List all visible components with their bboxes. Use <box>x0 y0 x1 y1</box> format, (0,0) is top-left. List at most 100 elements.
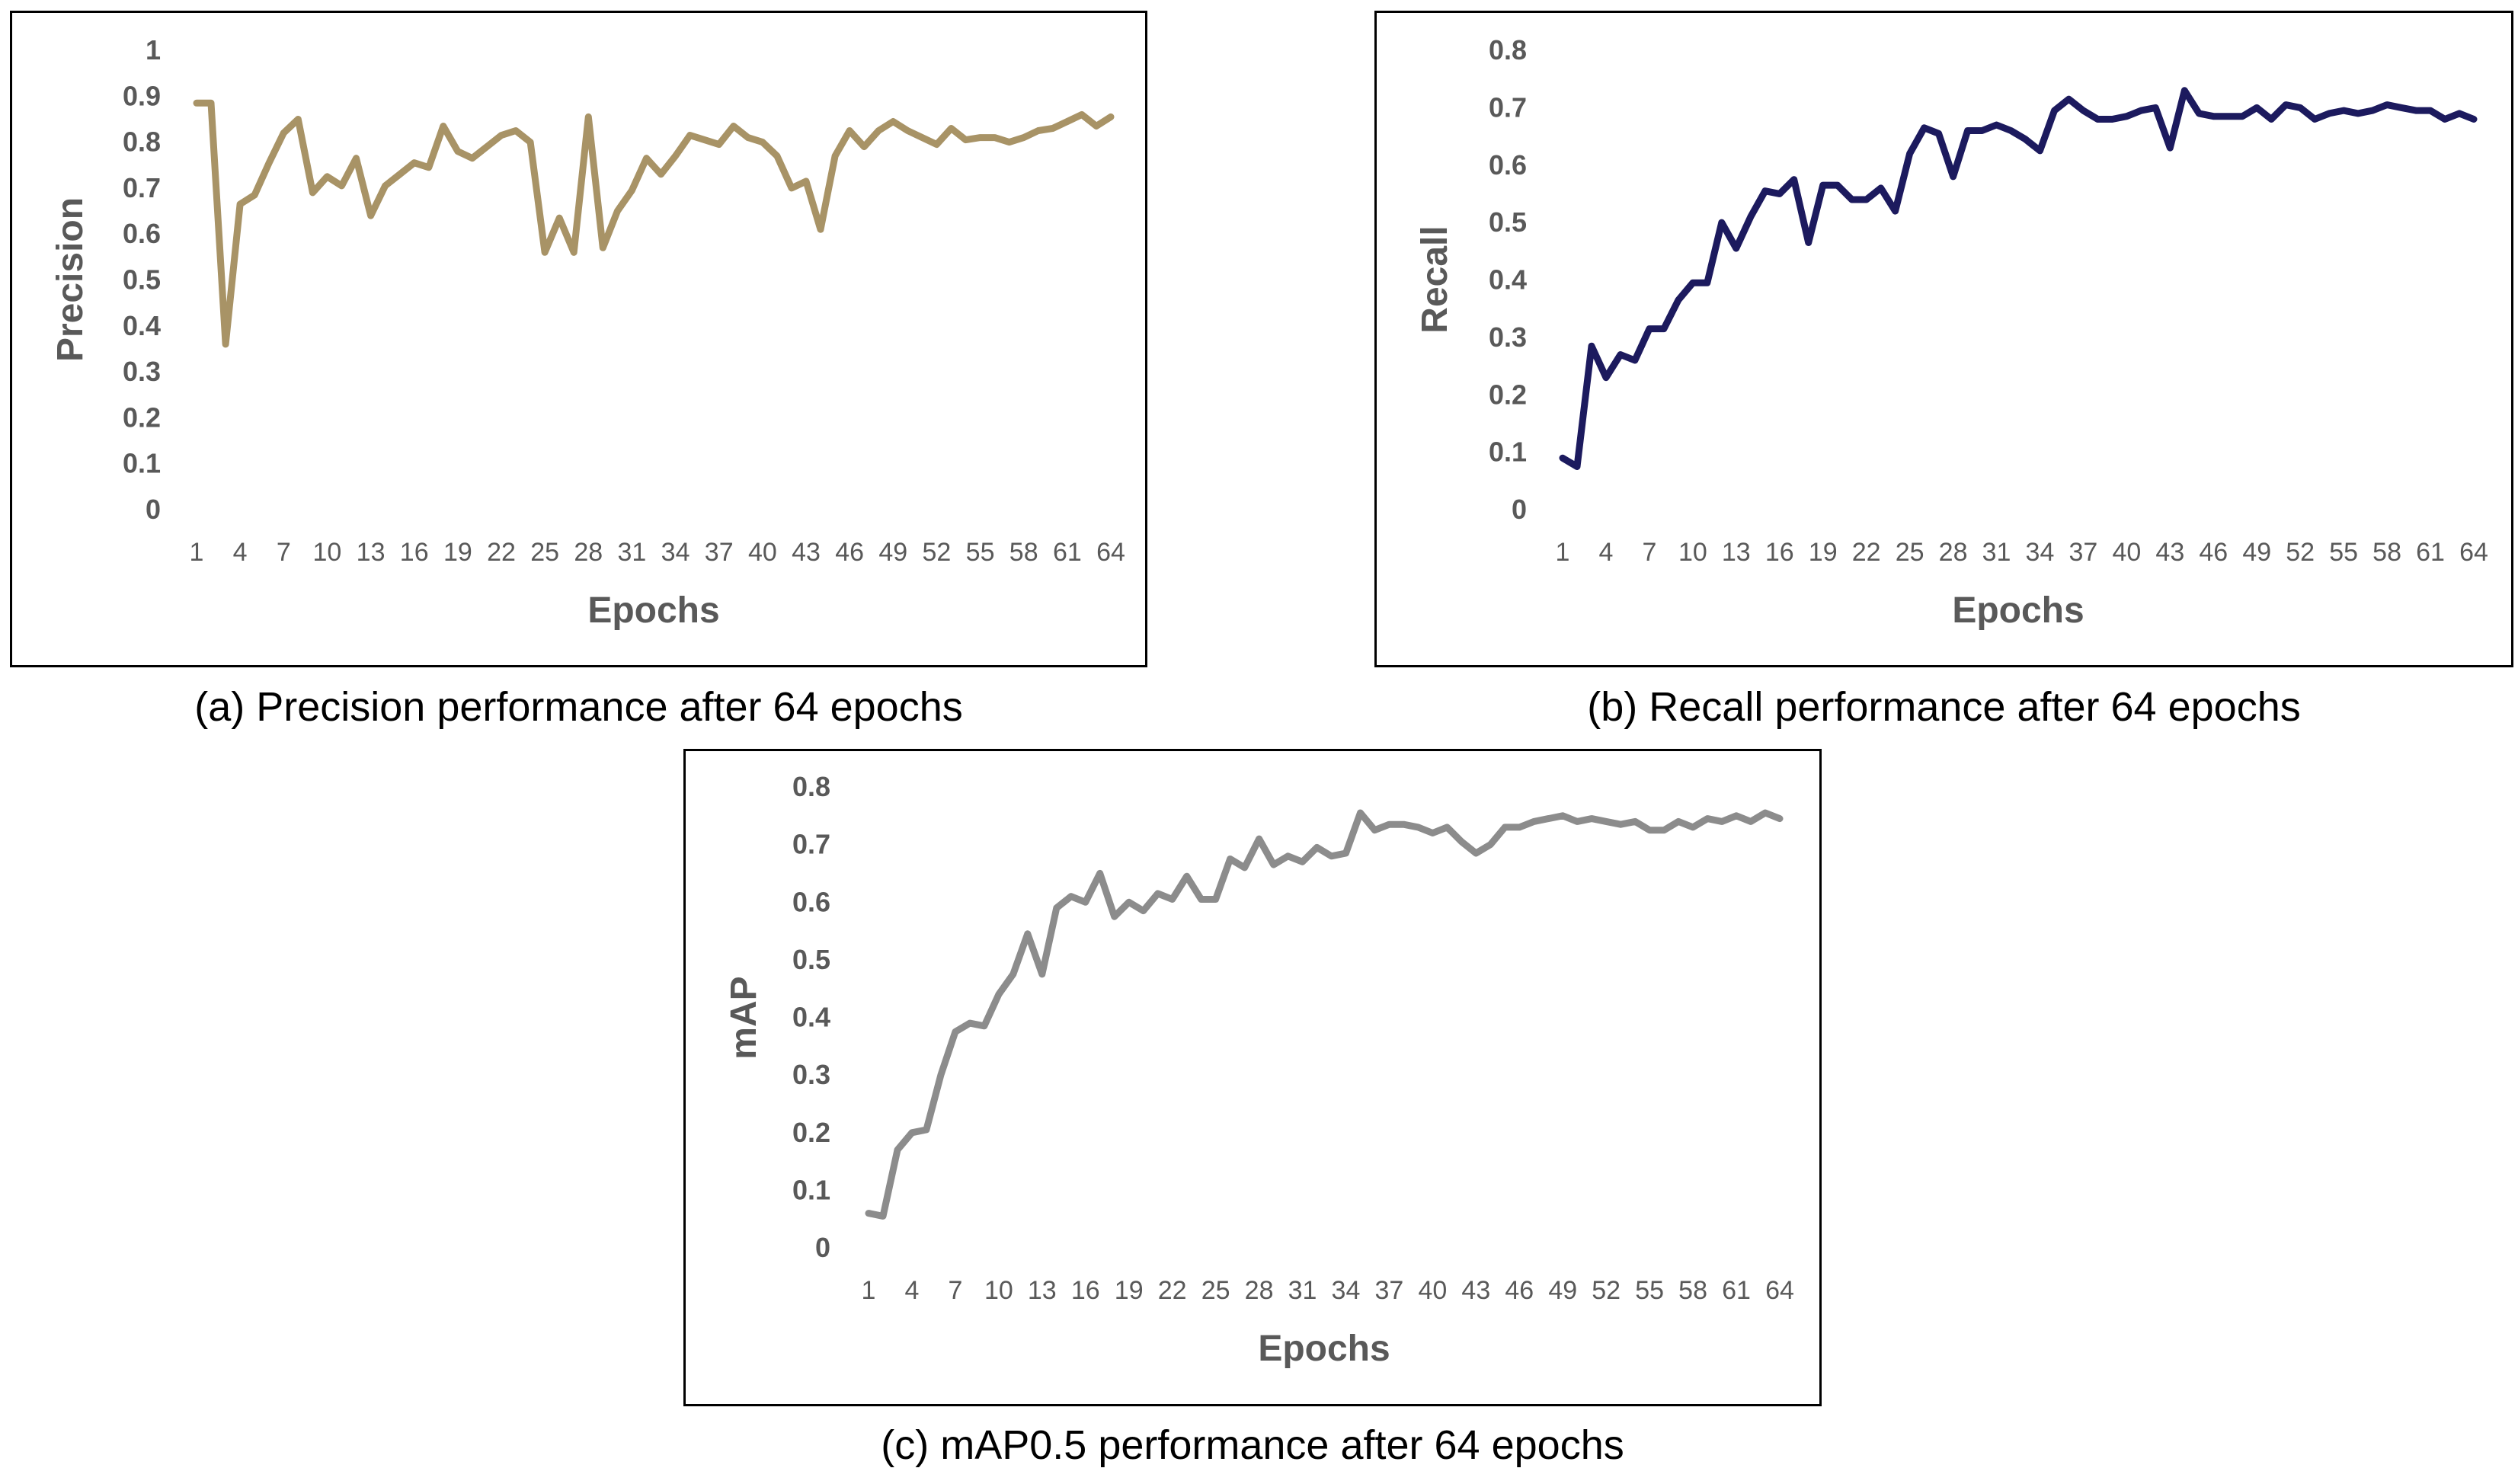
x-tick-label: 49 <box>1548 1276 1577 1305</box>
x-tick-label: 25 <box>1896 538 1924 567</box>
x-tick-label: 34 <box>1332 1276 1361 1305</box>
x-tick-label: 52 <box>2286 538 2315 567</box>
y-tick-label: 0.4 <box>1489 264 1527 296</box>
y-tick-label: 0.3 <box>123 356 161 387</box>
x-tick-label: 16 <box>1765 538 1794 567</box>
y-tick-label: 0.3 <box>1489 321 1527 353</box>
x-tick-label: 55 <box>2329 538 2358 567</box>
x-tick-label: 58 <box>1678 1276 1707 1305</box>
map-chart-panel: 0 0.1 0.2 0.3 0.4 0.5 0.6 0.7 0.8 1 4 7 10 13 16 19 22 25… <box>683 749 1822 1406</box>
x-tick-label: 13 <box>1722 538 1751 567</box>
map-chart: 0 0.1 0.2 0.3 0.4 0.5 0.6 0.7 0.8 1 4 7 10 13 16 19 22 25… <box>724 771 1794 1369</box>
y-tick-label: 0.6 <box>792 886 830 917</box>
x-tick-label: 46 <box>2199 538 2228 567</box>
x-tick-label: 31 <box>1982 538 2011 567</box>
x-tick-label: 22 <box>1852 538 1881 567</box>
x-axis-title: Epochs <box>1258 1329 1390 1369</box>
x-tick-label: 19 <box>1809 538 1838 567</box>
y-tick-label: 0.8 <box>1489 34 1527 66</box>
x-tick-label: 1 <box>862 1276 876 1305</box>
y-tick-label: 0.3 <box>792 1059 830 1090</box>
recall-caption: (b) Recall performance after 64 epochs <box>1587 684 2301 730</box>
y-axis-title: Precision <box>50 197 91 362</box>
y-tick-label: 0 <box>1512 494 1527 525</box>
x-tick-label: 10 <box>1678 538 1707 567</box>
x-tick-label: 4 <box>904 1276 919 1305</box>
precision-chart-panel: 0 0.1 0.2 0.3 0.4 0.5 0.6 0.7 0.8 0.9 1 1 4 7 10 13 16 19… <box>10 11 1147 667</box>
x-tick-label: 52 <box>1592 1276 1621 1305</box>
x-tick-label: 61 <box>1053 538 1082 567</box>
x-tick-label: 13 <box>1028 1276 1057 1305</box>
x-tick-label: 34 <box>2026 538 2055 567</box>
x-tick-label: 22 <box>487 538 516 567</box>
x-tick-label: 16 <box>400 538 429 567</box>
y-tick-label: 0.5 <box>792 944 830 975</box>
map-caption: (c) mAP0.5 performance after 64 epochs <box>881 1422 1624 1468</box>
y-tick-label: 1 <box>146 34 161 66</box>
y-tick-label: 0.7 <box>1489 91 1527 123</box>
x-tick-label: 1 <box>1556 538 1570 567</box>
precision-chart: 00.10.20.30.40.50.60.70.80.911 4 7 10 13 16 19… <box>50 34 1125 631</box>
y-tick-label: 0.4 <box>123 310 161 341</box>
y-tick-label: 0.6 <box>1489 149 1527 181</box>
x-tick-label: 28 <box>574 538 603 567</box>
x-tick-label: 4 <box>233 538 248 567</box>
y-tick-label: 0.7 <box>123 172 161 203</box>
x-tick-label: 37 <box>705 538 734 567</box>
x-tick-label: 43 <box>792 538 821 567</box>
precision-series-line <box>193 99 1115 348</box>
x-tick-label: 34 <box>661 538 690 567</box>
y-tick-label: 0.1 <box>123 448 161 479</box>
x-tick-label: 28 <box>1939 538 1968 567</box>
x-tick-label: 7 <box>1642 538 1656 567</box>
x-tick-label: 1 <box>190 538 204 567</box>
x-tick-label: 64 <box>2459 538 2488 567</box>
y-axis-title: mAP <box>724 976 764 1059</box>
x-axis-title: Epochs <box>587 590 719 631</box>
x-tick-label: 31 <box>1288 1276 1317 1305</box>
y-tick-label: 0.2 <box>792 1117 830 1148</box>
x-tick-label: 64 <box>1096 538 1125 567</box>
x-tick-label: 19 <box>443 538 472 567</box>
x-tick-label: 19 <box>1115 1276 1144 1305</box>
precision-caption: (a) Precision performance after 64 epoch… <box>194 684 963 730</box>
x-axis-title: Epochs <box>1952 590 2084 631</box>
x-tick-label: 61 <box>1722 1276 1751 1305</box>
x-tick-label: 37 <box>1375 1276 1404 1305</box>
y-tick-label: 0.1 <box>792 1174 830 1205</box>
x-tick-label: 58 <box>2372 538 2401 567</box>
y-tick-label: 0.4 <box>792 1002 830 1033</box>
x-tick-label: 46 <box>1505 1276 1534 1305</box>
x-tick-label: 43 <box>1461 1276 1490 1305</box>
x-tick-label: 55 <box>966 538 995 567</box>
x-tick-label: 49 <box>878 538 907 567</box>
y-tick-label: 0.2 <box>123 401 161 433</box>
y-tick-label: 0.2 <box>1489 379 1527 410</box>
x-tick-label: 16 <box>1071 1276 1100 1305</box>
x-tick-label: 64 <box>1765 1276 1794 1305</box>
recall-chart: 0 0.1 0.2 0.3 0.4 0.5 0.6 0.7 0.8 1 4 7 10 13 16 19 22 25… <box>1415 34 2488 631</box>
x-tick-label: 43 <box>2155 538 2184 567</box>
y-tick-label: 0.8 <box>792 771 830 802</box>
y-tick-label: 0.7 <box>792 829 830 860</box>
x-tick-label: 49 <box>2242 538 2271 567</box>
x-tick-label: 7 <box>948 1276 962 1305</box>
x-tick-label: 4 <box>1598 538 1613 567</box>
x-tick-label: 10 <box>984 1276 1013 1305</box>
x-tick-label: 55 <box>1635 1276 1664 1305</box>
y-tick-label: 0 <box>146 494 161 525</box>
x-tick-label: 40 <box>1418 1276 1447 1305</box>
x-tick-label: 22 <box>1158 1276 1187 1305</box>
x-tick-label: 40 <box>748 538 777 567</box>
recall-chart-panel: 0 0.1 0.2 0.3 0.4 0.5 0.6 0.7 0.8 1 4 7 10 13 16 19 22 25… <box>1374 11 2513 667</box>
x-tick-label: 13 <box>357 538 386 567</box>
y-tick-label: 0.5 <box>1489 206 1527 238</box>
x-tick-label: 52 <box>923 538 952 567</box>
y-axis-title: Recall <box>1415 225 1455 333</box>
x-tick-label: 46 <box>835 538 864 567</box>
map-series-line <box>865 809 1784 1220</box>
x-tick-label: 25 <box>1201 1276 1230 1305</box>
y-tick-label: 0.1 <box>1489 437 1527 468</box>
x-tick-label: 10 <box>313 538 342 567</box>
y-tick-label: 0.5 <box>123 264 161 296</box>
